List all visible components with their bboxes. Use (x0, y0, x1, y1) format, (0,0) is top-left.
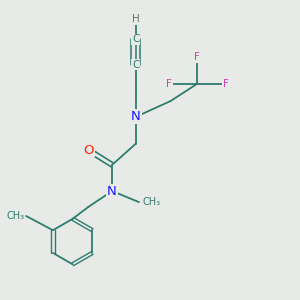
Text: F: F (166, 79, 172, 89)
Text: CH₃: CH₃ (142, 197, 160, 207)
Text: CH₃: CH₃ (6, 211, 25, 221)
Text: C: C (132, 34, 140, 44)
Text: H: H (132, 14, 140, 24)
Text: F: F (194, 52, 200, 62)
Text: N: N (107, 184, 117, 198)
Text: N: N (131, 110, 141, 123)
Text: F: F (223, 79, 229, 89)
Text: C: C (132, 60, 140, 70)
Text: O: O (83, 143, 94, 157)
